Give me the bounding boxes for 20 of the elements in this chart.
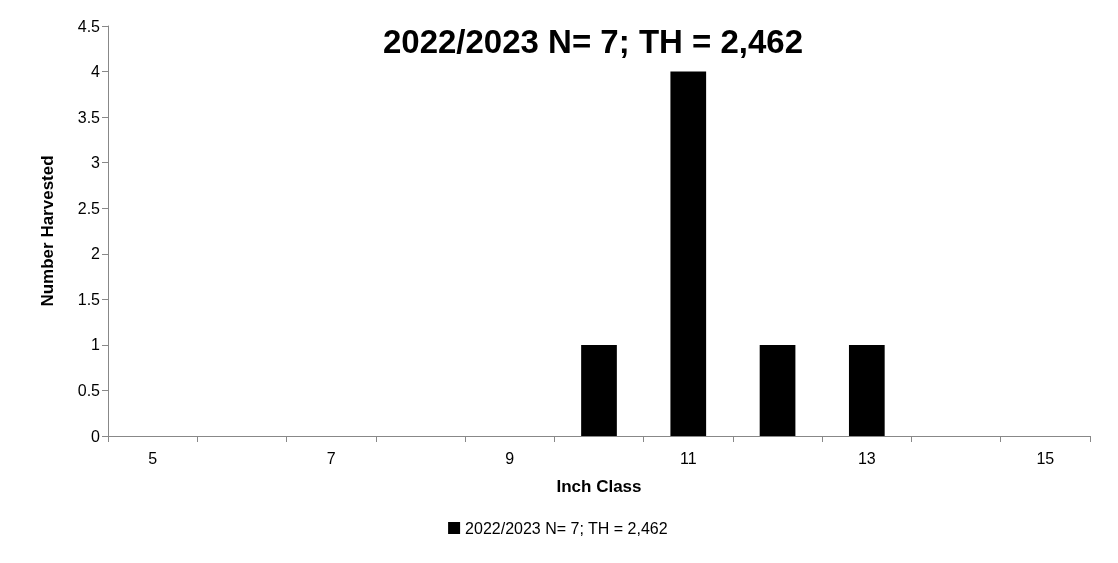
chart-title: 2022/2023 N= 7; TH = 2,462 xyxy=(382,23,804,60)
x-tick-label: 11 xyxy=(679,449,697,467)
y-tick-label: 1 xyxy=(91,336,101,354)
x-tick-label: 13 xyxy=(857,449,876,467)
x-tick-label: 15 xyxy=(1036,449,1055,467)
y-axis-title: Number Harvested xyxy=(38,155,57,307)
y-tick-label: 1.5 xyxy=(77,290,101,308)
y-tick-label: 3 xyxy=(91,154,101,172)
y-tick-label: 3.5 xyxy=(77,108,101,126)
legend-label: 2022/2023 N= 7; TH = 2,462 xyxy=(465,519,668,537)
y-tick-label: 0 xyxy=(91,427,101,445)
x-tick-label: 5 xyxy=(148,449,158,467)
x-tick-label: 7 xyxy=(326,449,336,467)
y-tick-label: 2.5 xyxy=(77,199,101,217)
x-axis-title: Inch Class xyxy=(556,477,642,496)
y-tick-label: 4.5 xyxy=(77,17,101,35)
x-tick-label: 9 xyxy=(505,449,515,467)
y-tick-label: 0.5 xyxy=(77,381,101,399)
y-tick-label: 4 xyxy=(91,63,101,81)
y-tick-label: 2 xyxy=(91,245,101,263)
